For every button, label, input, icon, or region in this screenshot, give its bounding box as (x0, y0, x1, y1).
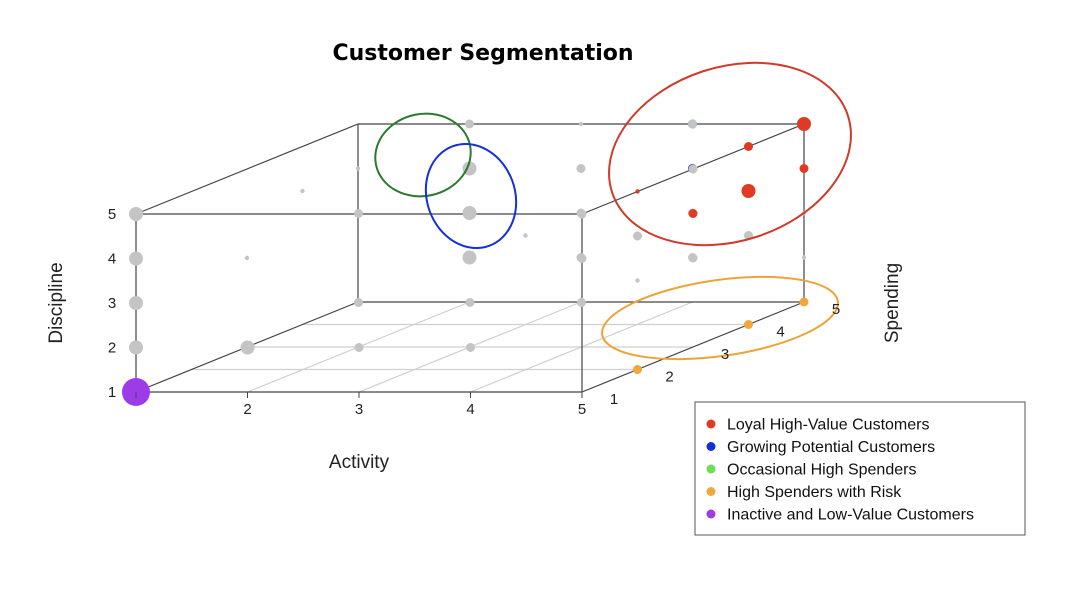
data-point (466, 343, 475, 352)
z-tick-label: 2 (108, 340, 116, 357)
x-tick-label: 2 (243, 401, 251, 418)
x-tick-label: 4 (466, 401, 474, 418)
segment-point (633, 365, 642, 374)
legend-box (694, 401, 1026, 536)
data-point (240, 340, 255, 355)
box-edge (135, 123, 359, 215)
data-point (688, 253, 698, 263)
data-point (576, 164, 586, 173)
chart-title: Customer Segmentation (332, 41, 633, 66)
data-point (635, 278, 640, 283)
legend-entry-label: High Spenders with Risk (727, 484, 902, 501)
segment-point (799, 164, 809, 173)
data-point (577, 298, 586, 307)
segment-point (744, 320, 753, 329)
data-point (129, 207, 143, 221)
data-point (467, 211, 473, 216)
segment-point (744, 186, 753, 196)
segment-point (635, 189, 640, 194)
data-point (633, 231, 642, 241)
legend-marker (706, 464, 716, 474)
z-tick-label: 5 (108, 206, 116, 223)
data-point (465, 298, 475, 307)
data-point (465, 119, 474, 129)
y-tick-label: 5 (832, 301, 840, 318)
data-point (462, 250, 477, 265)
z-tick-label: 4 (108, 251, 116, 268)
data-point (129, 296, 143, 310)
z-axis-label: Discipline (46, 262, 67, 343)
segment-point (797, 117, 811, 131)
legend-marker (706, 419, 716, 429)
legend-marker (706, 442, 716, 451)
z-tick-label: 1 (108, 384, 116, 401)
x-tick-label: 3 (355, 401, 363, 418)
segment-region-outline (424, 142, 518, 250)
segment-point (744, 142, 753, 151)
segment-region-outline (601, 275, 839, 361)
segment-point (799, 297, 809, 307)
y-tick-label: 3 (721, 346, 729, 363)
data-point (688, 119, 697, 129)
data-point (578, 121, 584, 127)
data-point (688, 164, 698, 174)
y-tick-label: 2 (665, 369, 673, 386)
data-point (523, 233, 528, 238)
segment-region-outline (374, 112, 472, 198)
legend: Loyal High-Value Customers Growing Potent… (694, 401, 1026, 536)
axis-ticks: 2 3 4 5 1 2 3 4 5 1 2 3 4 5 (108, 206, 840, 418)
data-points (122, 117, 811, 406)
segment-point (688, 209, 698, 218)
data-point (129, 340, 143, 355)
legend-marker (706, 509, 716, 519)
segment-region-outline (608, 61, 852, 247)
data-point (354, 298, 363, 307)
data-point (355, 166, 361, 171)
legend-marker (706, 487, 716, 496)
box-edge (581, 301, 805, 393)
x-axis-label: Activity (329, 452, 390, 473)
y-tick-label: 1 (610, 391, 618, 408)
legend-entry-label: Loyal High-Value Customers (727, 417, 929, 434)
legend-entry-label: Inactive and Low-Value Customers (727, 507, 974, 524)
segment-regions (374, 61, 852, 361)
data-point (577, 209, 587, 219)
z-tick-label: 3 (108, 295, 116, 312)
legend-entry-label: Growing Potential Customers (727, 439, 935, 456)
legend-entry-label: Occasional High Spenders (727, 462, 916, 479)
data-point (244, 255, 250, 261)
data-point (354, 209, 363, 218)
data-point (354, 343, 364, 352)
y-axis-label: Spending (882, 263, 903, 343)
x-tick-label: 5 (578, 401, 586, 418)
data-point (801, 255, 807, 260)
y-tick-label: 4 (776, 324, 784, 341)
data-point (129, 251, 143, 266)
data-point (577, 254, 587, 263)
data-point (300, 188, 305, 194)
